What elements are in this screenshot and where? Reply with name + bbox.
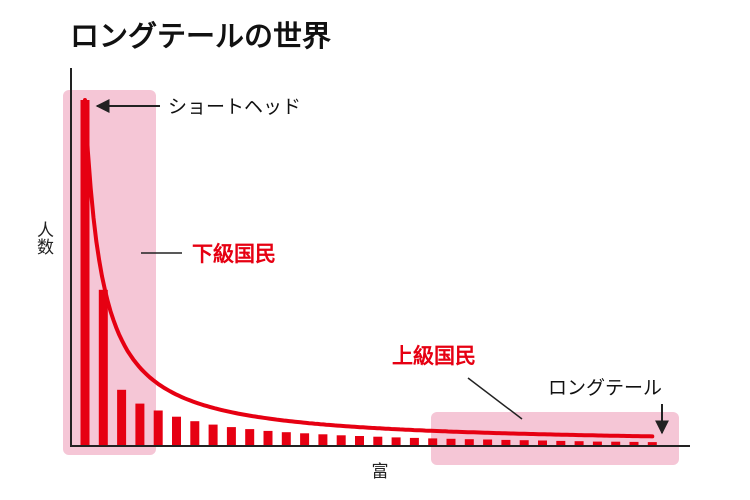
power-law-curve	[83, 98, 655, 439]
bar	[592, 441, 602, 445]
short-head-region	[63, 90, 156, 455]
x-axis-label: 富	[372, 462, 389, 482]
bar	[226, 427, 236, 445]
bar	[556, 440, 566, 445]
long-tail-label: ロングテール	[548, 377, 662, 399]
upper-class-leader	[467, 377, 523, 420]
bar	[501, 439, 511, 445]
bar	[153, 410, 163, 445]
bar-series	[80, 100, 657, 446]
bar	[300, 433, 310, 445]
upper-class-label: 上級国民	[392, 344, 476, 368]
chart-title: ロングテールの世界	[70, 19, 331, 53]
bar	[629, 441, 639, 445]
bar	[428, 438, 438, 445]
bar	[263, 430, 273, 445]
bar	[464, 439, 474, 445]
bar	[647, 442, 657, 445]
bar	[574, 441, 584, 445]
bar	[391, 437, 401, 445]
bar	[172, 416, 181, 445]
bar	[98, 289, 108, 446]
lower-class-label: 下級国民	[192, 242, 276, 266]
bar	[483, 439, 493, 445]
y-axis-label: 人数	[33, 221, 54, 255]
bar	[245, 429, 255, 445]
bar	[208, 424, 218, 445]
long-tail-region	[431, 412, 679, 465]
bar	[281, 432, 291, 445]
bar	[135, 403, 145, 445]
bar	[355, 436, 364, 445]
bar	[538, 440, 547, 445]
bar	[446, 438, 456, 445]
bar	[336, 435, 346, 445]
bar	[117, 389, 127, 445]
bar	[80, 100, 90, 445]
short-head-label: ショートヘッド	[168, 96, 301, 118]
bar	[373, 436, 383, 445]
bar	[611, 441, 621, 445]
bar	[190, 421, 200, 445]
bar	[519, 440, 529, 445]
bar	[409, 437, 419, 445]
bar	[318, 434, 328, 445]
